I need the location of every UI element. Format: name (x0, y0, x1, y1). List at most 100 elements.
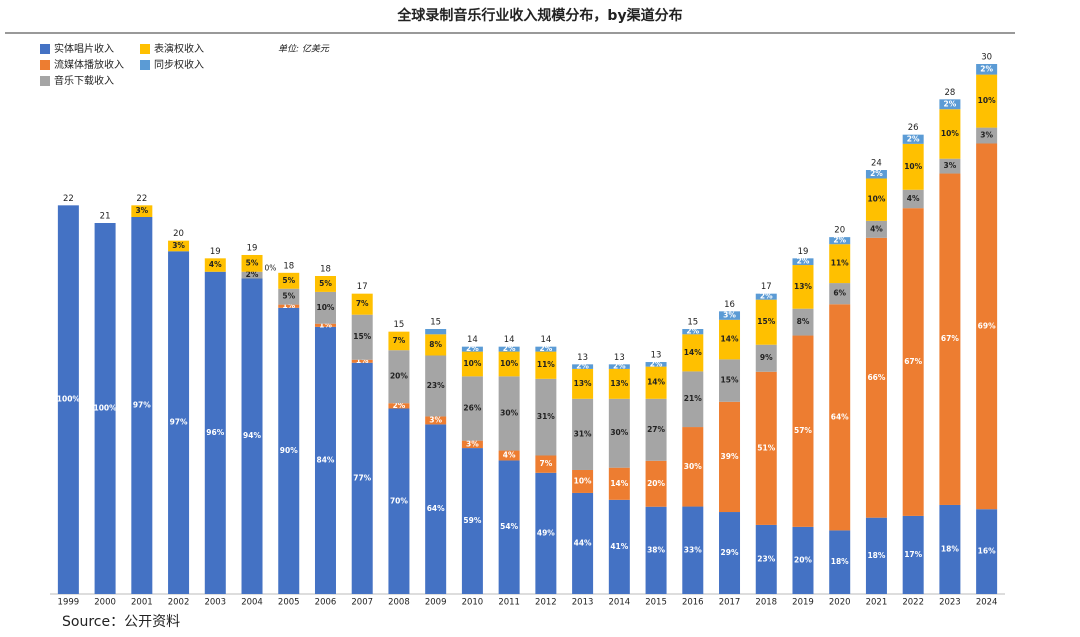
value-label: 77% (353, 473, 371, 482)
bar-segment (645, 506, 667, 594)
bar-segment (902, 208, 924, 516)
value-label: 2% (980, 64, 993, 73)
value-label: 5% (319, 279, 332, 288)
legend-swatch (140, 60, 150, 70)
bar-segment (461, 346, 483, 352)
value-label: 3% (429, 415, 442, 424)
value-label: 84% (317, 455, 335, 464)
bar-segment (351, 359, 373, 363)
value-label: 3% (135, 206, 148, 215)
value-label: 18% (867, 551, 885, 560)
value-label: 2% (944, 99, 957, 108)
value-label: 21% (684, 394, 702, 403)
value-label: 2% (870, 169, 883, 178)
bar-segment (792, 265, 814, 309)
total-label: 16 (724, 300, 735, 310)
bar-segment (719, 311, 741, 320)
bar-segment (498, 376, 520, 451)
bar-segment (902, 143, 924, 190)
total-label: 20 (834, 226, 845, 236)
value-label: 16% (978, 547, 996, 556)
x-tick-label: 2001 (131, 598, 153, 608)
x-tick-label: 2020 (829, 598, 851, 608)
bar-segment (939, 173, 961, 505)
bar-segment (976, 509, 998, 594)
value-label: 90% (280, 446, 298, 455)
bar-segment (829, 530, 851, 594)
bar-segment (682, 329, 704, 335)
value-label: 66% (867, 373, 885, 382)
x-tick-label: 2023 (939, 598, 961, 608)
value-label: 27% (647, 425, 665, 434)
bar-segment (792, 258, 814, 266)
value-label: 57% (794, 426, 812, 435)
value-label: 15% (757, 317, 775, 326)
bar-segment (608, 467, 630, 500)
bar-segment (388, 408, 410, 594)
x-tick-label: 2007 (351, 598, 373, 608)
bar-segment (902, 189, 924, 209)
bar-segment (388, 403, 410, 409)
bar-segment (865, 220, 887, 238)
total-label: 13 (651, 351, 662, 361)
bar-segment (682, 371, 704, 428)
value-label: 14% (721, 335, 739, 344)
value-label: 13% (574, 379, 592, 388)
value-label: 30% (684, 462, 702, 471)
bar-segment (976, 143, 998, 510)
value-label: 2% (539, 344, 552, 353)
bar-segment (572, 398, 594, 470)
value-label: 10% (867, 195, 885, 204)
value-label: 10% (941, 129, 959, 138)
bar-segment (535, 346, 557, 352)
bar-segment (719, 359, 741, 402)
bar-segment (425, 329, 447, 335)
value-label: 2% (466, 344, 479, 353)
value-label: 8% (429, 340, 442, 349)
total-label: 21 (100, 212, 111, 222)
value-label: 10% (574, 476, 592, 485)
value-label: 10% (978, 96, 996, 105)
legend-label: 流媒体播放收入 (54, 58, 124, 71)
bar-segment (608, 398, 630, 468)
value-label: 2% (797, 257, 810, 266)
bar-segment (241, 254, 263, 272)
bar-segment (829, 237, 851, 245)
value-label: 13% (794, 282, 812, 291)
value-label: 69% (978, 321, 996, 330)
bar-segment (755, 299, 777, 345)
x-tick-label: 2010 (462, 598, 484, 608)
value-label: 97% (170, 418, 188, 427)
bar-segment (645, 398, 667, 461)
value-label: 2% (907, 134, 920, 143)
value-label: 10% (500, 359, 518, 368)
bar-segment (204, 271, 226, 594)
value-label: 13% (610, 379, 628, 388)
value-label: 10% (463, 359, 481, 368)
value-label: 0% (265, 263, 277, 272)
value-label: 20% (794, 555, 812, 564)
bar-segment (865, 178, 887, 221)
x-tick-label: 2002 (168, 598, 190, 608)
value-label: 54% (500, 522, 518, 531)
bar-segment (829, 283, 851, 305)
total-label: 13 (577, 353, 588, 363)
total-label: 19 (210, 247, 221, 257)
bar-segment (498, 450, 520, 461)
bar-segment (719, 319, 741, 360)
bar-segment (168, 240, 190, 252)
bar-segment (902, 515, 924, 594)
value-label: 2% (503, 344, 516, 353)
bar-segment (755, 293, 777, 300)
bar-segment (388, 350, 410, 404)
bar-segment (976, 64, 998, 75)
value-label: 11% (831, 259, 849, 268)
bar-segment (278, 304, 300, 308)
x-tick-label: 2004 (241, 598, 263, 608)
bar-segment (388, 331, 410, 351)
bar-segment (535, 351, 557, 379)
value-label: 4% (503, 450, 516, 459)
bar-segment (314, 291, 336, 324)
value-label: 64% (427, 504, 445, 513)
